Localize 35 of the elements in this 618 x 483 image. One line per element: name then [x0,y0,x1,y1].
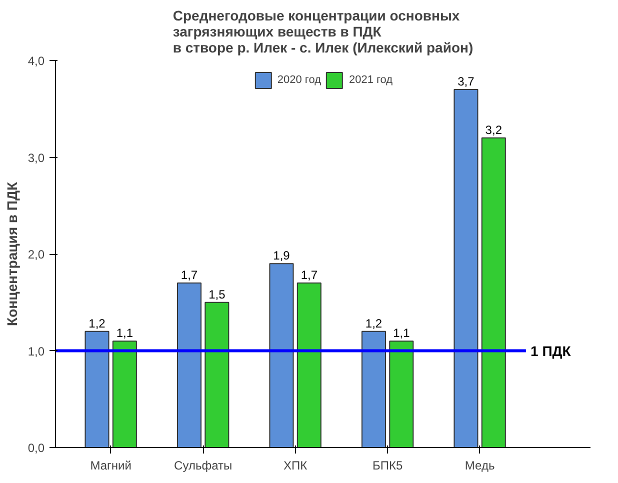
y-tick-label: 1,0 [28,344,45,358]
data-label: 1,2 [365,316,382,330]
y-tick-label: 2,0 [28,248,45,262]
data-label: 3,7 [458,74,475,89]
bar [269,263,294,448]
x-tick-label: Медь [464,458,495,472]
x-tick-label: Сульфаты [174,458,232,472]
legend-label: 2021 год [349,74,393,86]
y-axis-title: Концентрация в ПДК [4,182,20,326]
data-label: 1,1 [116,326,134,340]
data-label: 1,1 [393,326,410,340]
bar [481,137,506,448]
bar [204,302,230,448]
data-label: 1,7 [300,268,318,282]
data-label: 1,2 [88,316,106,330]
ref-line-label: 1 ПДК [530,342,572,359]
y-tick-label: 3,0 [28,150,45,165]
legend-label: 2020 год [277,74,321,86]
bar [454,89,478,448]
data-label: 3,2 [485,122,502,137]
bar [361,330,386,448]
bar [176,282,202,448]
bar [112,340,137,448]
bar [296,282,322,448]
x-tick-label: БПК5 [372,458,403,472]
x-tick-label: Магний [90,458,132,472]
y-tick-label: 0,0 [28,441,45,455]
bar [389,340,414,448]
data-label: 1,5 [208,287,226,302]
chart-title: Среднегодовые концентрации основных загрязняющих веществ в ПДК в створе р. Илек - с. Илек (Илекский район) [172,8,474,56]
data-label: 1,7 [180,268,198,282]
x-tick-label: ХПК [284,458,308,472]
bar [84,330,110,448]
y-tick-label: 4,0 [28,54,45,68]
data-label: 1,9 [273,248,290,263]
